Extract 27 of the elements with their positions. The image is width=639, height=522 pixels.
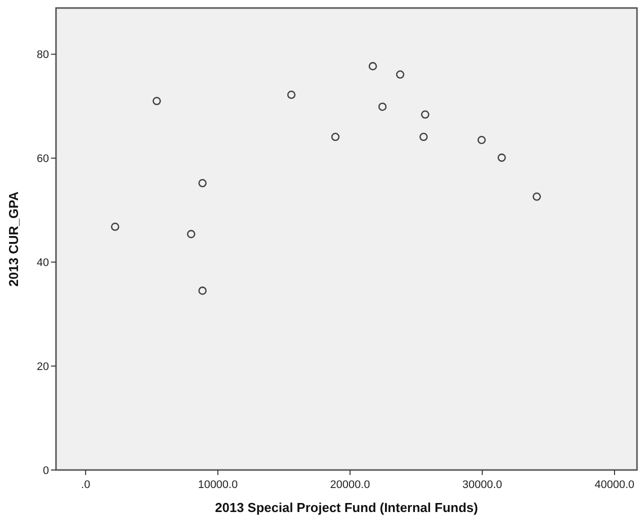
point [498,154,506,162]
x-tick-label: 40000.0 [594,479,634,491]
x-tick-label: .0 [81,479,90,491]
y-tick-label: 20 [36,360,49,373]
y-axis-title: 2013 CUR_GPA [6,190,21,287]
x-axis-title: 2013 Special Project Fund (Internal Funds) [215,500,478,515]
point [477,136,486,144]
x-tick-label: 10000.0 [198,479,238,491]
point [331,132,340,142]
x-tick-label: 20000.0 [330,479,370,491]
point [198,178,207,188]
point [396,70,404,79]
point [378,102,387,111]
y-tick-label: 0 [42,464,49,477]
point [198,286,207,295]
point [110,222,120,231]
y-tick-label: 40 [36,256,49,269]
point [186,230,196,238]
x-tick-label: 30000.0 [462,479,502,491]
point [368,62,377,70]
point [287,90,296,99]
point [532,192,541,201]
y-tick-label: 80 [36,49,49,62]
point [419,132,428,142]
point [152,96,161,106]
point [421,110,430,119]
y-tick-label: 60 [36,153,49,166]
